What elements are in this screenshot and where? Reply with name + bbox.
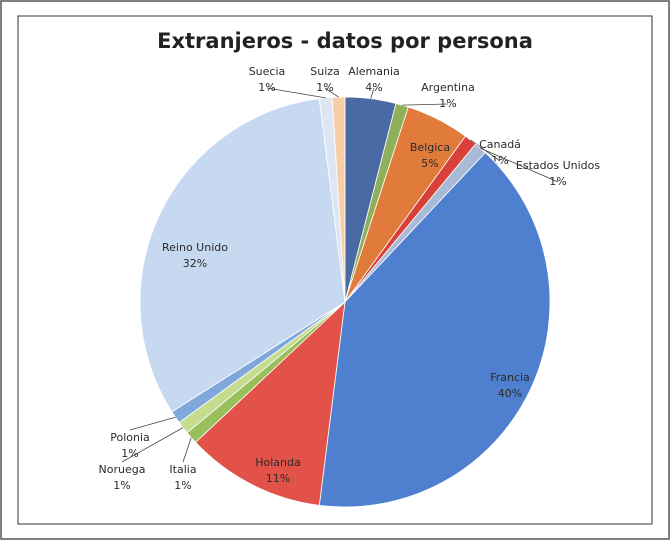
- slice-value-label: 1%: [113, 479, 130, 492]
- pie-slice: [331, 96, 346, 303]
- chart-title: Extranjeros - datos por persona: [157, 29, 533, 53]
- slice-label: Reino Unido: [162, 241, 228, 254]
- slice-label: Suecia: [249, 65, 286, 78]
- leader-line: [480, 147, 559, 183]
- slice-label: Suiza: [310, 65, 340, 78]
- slice-value-label: 1%: [549, 175, 566, 188]
- slice-label: Estados Unidos: [516, 159, 600, 172]
- slice-value-label: 1%: [121, 447, 138, 460]
- leader-line: [121, 427, 184, 463]
- slice-label: Polonia: [110, 431, 150, 444]
- slice-label: Argentina: [421, 81, 475, 94]
- slice-value-label: 5%: [421, 157, 438, 170]
- slice-value-label: 4%: [365, 81, 382, 94]
- slice-value-label: 32%: [183, 257, 207, 270]
- slice-label: Belgica: [410, 141, 450, 154]
- slice-value-label: 1%: [316, 81, 333, 94]
- leader-line: [266, 87, 326, 99]
- slice-value-label: 1%: [439, 97, 456, 110]
- slice-value-label: 1%: [174, 479, 191, 492]
- leader-line: [402, 103, 449, 106]
- pie-slice: [194, 300, 346, 506]
- leader-line: [324, 87, 339, 98]
- slice-label: Italia: [169, 463, 196, 476]
- slice-value-label: 1%: [258, 81, 275, 94]
- slice-label: Francia: [490, 371, 530, 384]
- pie-slice: [318, 151, 551, 508]
- slice-value-label: 11%: [266, 472, 290, 485]
- leader-line: [129, 416, 176, 431]
- leader-line: [370, 87, 375, 99]
- slice-label: Canadá: [479, 138, 521, 151]
- pie-slice: [139, 98, 346, 413]
- slice-label: Noruega: [99, 463, 146, 476]
- slice-label: Alemania: [348, 65, 400, 78]
- leader-line: [182, 437, 192, 463]
- slice-value-label: 40%: [498, 387, 522, 400]
- slice-label: Holanda: [255, 456, 301, 469]
